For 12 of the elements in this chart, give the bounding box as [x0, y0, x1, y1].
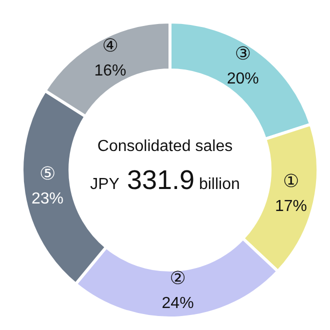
data-label: 16% [94, 62, 126, 80]
data-label: 20% [226, 70, 259, 88]
data-label: 23% [32, 190, 64, 208]
slice-label: ③ [234, 44, 251, 65]
slice-label: ② [170, 268, 186, 289]
slice-label: ④ [102, 35, 118, 56]
slice-label: ⑤ [39, 163, 56, 184]
text: Consolidated sales [97, 138, 233, 155]
data-label: 17% [275, 198, 308, 216]
text: JPY 331.9 billion [90, 165, 240, 195]
data-label: 24% [162, 294, 194, 312]
slice-label: ① [282, 171, 300, 192]
